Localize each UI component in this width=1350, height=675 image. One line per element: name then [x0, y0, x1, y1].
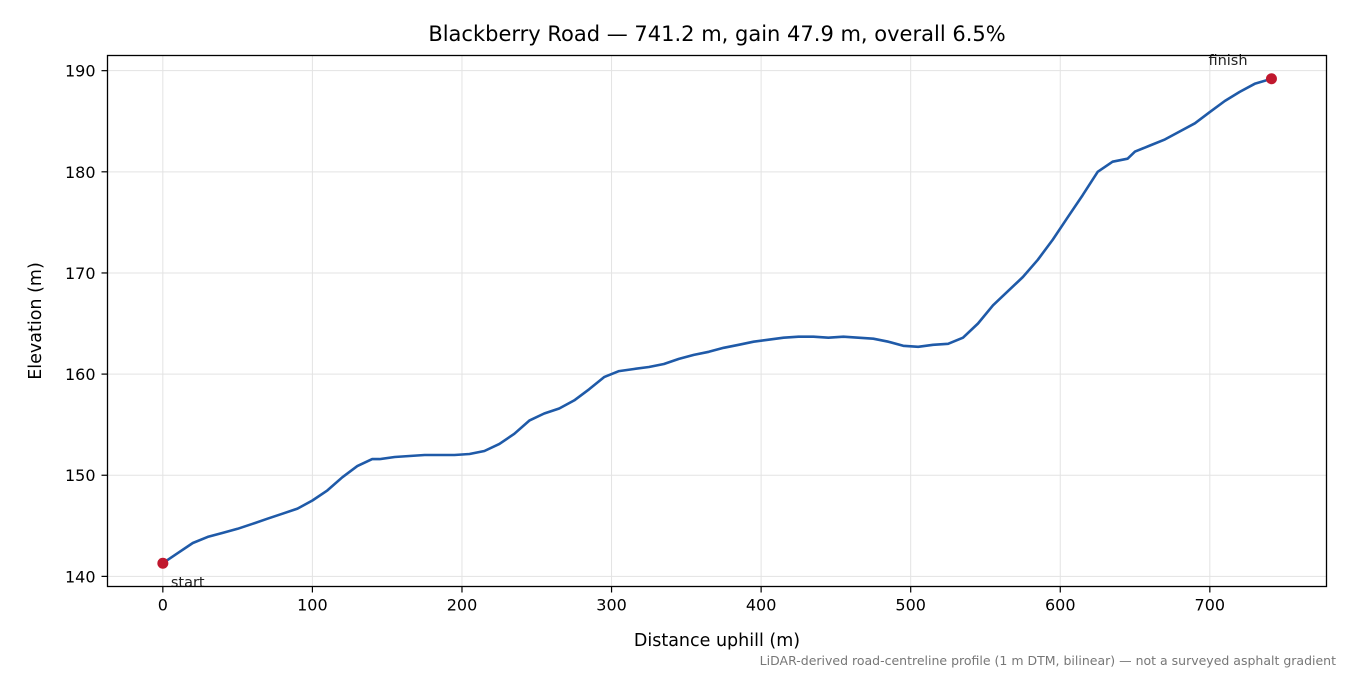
x-axis-label: Distance uphill (m) — [634, 631, 800, 651]
x-tick-label: 300 — [596, 596, 627, 615]
x-axis: 0 100 200 300 400 500 600 700 — [158, 586, 1226, 615]
x-tick-label: 400 — [746, 596, 777, 615]
y-tick-label: 160 — [65, 365, 96, 384]
y-axis-label: Elevation (m) — [26, 262, 46, 380]
elevation-line — [161, 77, 1273, 565]
y-tick-label: 190 — [65, 62, 96, 81]
y-tick-label: 140 — [65, 567, 96, 586]
grid — [107, 55, 1327, 587]
y-tick-label: 150 — [65, 466, 96, 485]
plot-area: start finish — [157, 53, 1277, 591]
y-tick-label: 170 — [65, 264, 96, 283]
x-tick-label: 600 — [1045, 596, 1076, 615]
marker-start — [157, 557, 169, 569]
marker-label-start: start — [171, 575, 205, 591]
x-tick-label: 500 — [895, 596, 926, 615]
marker-label-finish: finish — [1208, 53, 1247, 69]
x-tick-label: 0 — [158, 596, 168, 615]
y-tick-label: 180 — [65, 163, 96, 182]
x-tick-label: 100 — [297, 596, 328, 615]
plot-frame — [106, 54, 1328, 588]
y-axis: 140 150 160 170 180 190 — [65, 62, 108, 586]
chart-footnote: LiDAR-derived road-centreline profile (1… — [760, 653, 1336, 668]
marker-finish — [1265, 73, 1277, 85]
chart-title: Blackberry Road — 741.2 m, gain 47.9 m, … — [428, 22, 1005, 46]
x-tick-label: 200 — [447, 596, 478, 615]
x-tick-label: 700 — [1195, 596, 1226, 615]
